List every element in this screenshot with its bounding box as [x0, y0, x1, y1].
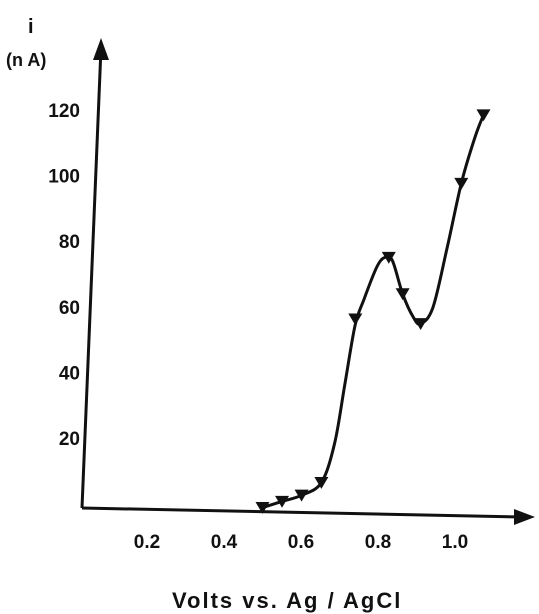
data-point-marker — [454, 177, 469, 190]
x-axis-title: Volts vs. Ag / AgCl — [172, 588, 402, 613]
y-tick-label: 20 — [59, 429, 80, 450]
x-tick-label: 0.8 — [365, 532, 391, 553]
x-axis-arrow — [514, 509, 535, 525]
y-tick-label: 80 — [59, 232, 80, 253]
data-point-marker — [413, 318, 428, 331]
x-tick-label: 0.6 — [288, 532, 314, 553]
axes — [80, 38, 535, 525]
data-point-marker — [348, 313, 363, 326]
data-point-marker — [476, 109, 491, 122]
y-tick-label: 60 — [59, 298, 80, 319]
x-tick-label: 0.4 — [211, 532, 238, 553]
y-tick-label: 100 — [48, 167, 80, 188]
y-axis-arrow — [93, 38, 109, 60]
x-axis-line — [81, 506, 523, 519]
data-point-marker — [275, 495, 290, 508]
series-line — [261, 113, 485, 510]
y-tick-labels: 20 40 60 80 100 120 — [48, 101, 80, 450]
data-point-marker — [294, 489, 309, 502]
data-point-marker — [255, 502, 270, 514]
x-tick-label: 0.2 — [134, 532, 160, 553]
y-axis-line — [80, 47, 103, 509]
data-point-marker — [314, 476, 329, 489]
series-layer — [255, 109, 491, 514]
x-tick-labels: 0.2 0.4 0.6 0.8 1.0 — [134, 532, 468, 553]
y-axis-title-unit: (n A) — [6, 50, 46, 70]
y-axis-title-symbol: i — [28, 16, 34, 38]
y-tick-label: 40 — [59, 363, 80, 384]
x-tick-label: 1.0 — [442, 532, 468, 553]
data-point-marker — [381, 251, 396, 264]
data-point-marker — [395, 288, 410, 301]
y-tick-label: 120 — [48, 101, 80, 122]
